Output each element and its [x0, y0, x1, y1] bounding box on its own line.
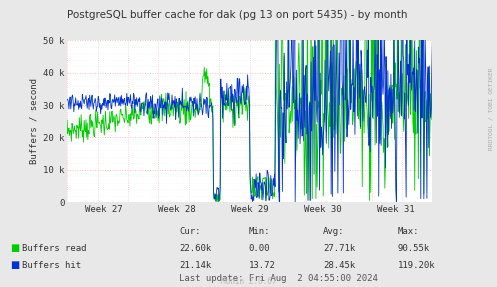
Text: 28.45k: 28.45k: [323, 261, 355, 270]
Text: ■: ■: [10, 243, 19, 253]
Text: Buffers hit: Buffers hit: [22, 261, 82, 270]
Text: Min:: Min:: [248, 226, 270, 236]
Text: PostgreSQL buffer cache for dak (pg 13 on port 5435) - by month: PostgreSQL buffer cache for dak (pg 13 o…: [67, 10, 408, 20]
Text: Cur:: Cur:: [179, 226, 200, 236]
Text: 21.14k: 21.14k: [179, 261, 211, 270]
Text: 119.20k: 119.20k: [398, 261, 435, 270]
Text: ■: ■: [10, 261, 19, 270]
Text: Max:: Max:: [398, 226, 419, 236]
Text: Buffers read: Buffers read: [22, 244, 87, 253]
Text: 90.55k: 90.55k: [398, 244, 430, 253]
Text: 27.71k: 27.71k: [323, 244, 355, 253]
Text: Munin 2.0.67: Munin 2.0.67: [221, 277, 276, 286]
Text: Last update: Fri Aug  2 04:55:00 2024: Last update: Fri Aug 2 04:55:00 2024: [179, 274, 378, 284]
Text: 13.72: 13.72: [248, 261, 275, 270]
Text: 0.00: 0.00: [248, 244, 270, 253]
Text: Avg:: Avg:: [323, 226, 344, 236]
Text: 22.60k: 22.60k: [179, 244, 211, 253]
Y-axis label: Buffers / second: Buffers / second: [30, 78, 39, 164]
Text: RRDTOOL / TOBI OETIKER: RRDTOOL / TOBI OETIKER: [489, 68, 494, 150]
